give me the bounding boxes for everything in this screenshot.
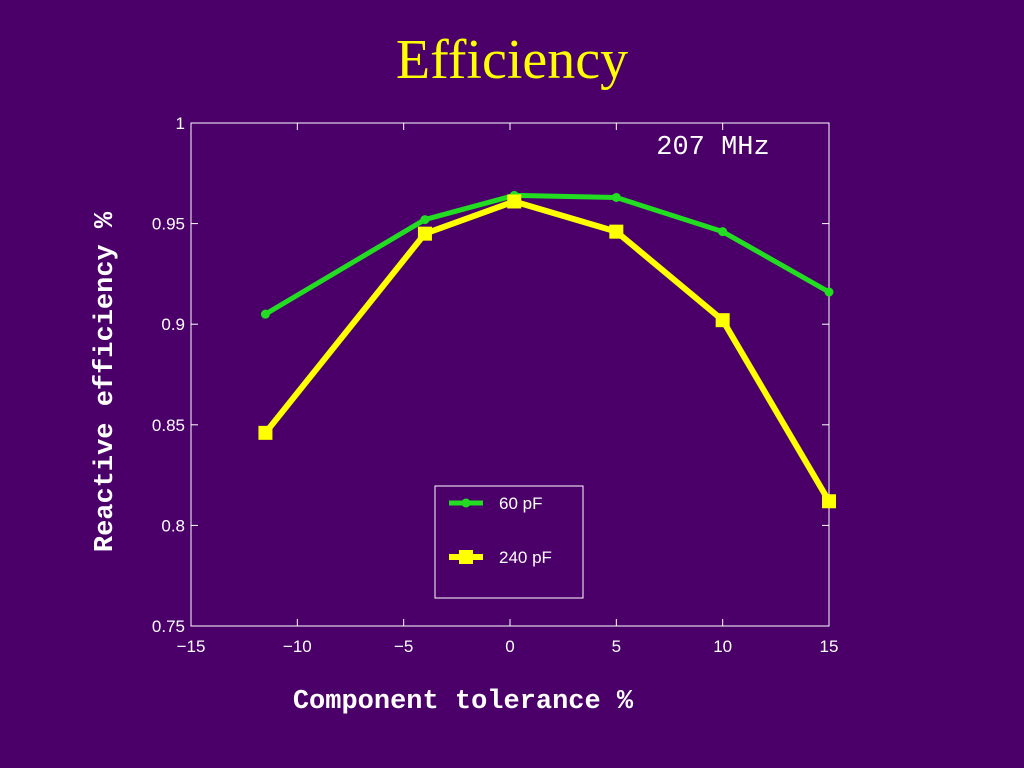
legend: 60 pF 240 pF — [434, 485, 584, 599]
legend-label-240pf: 240 pF — [499, 548, 552, 567]
y-tick-label: 0.85 — [152, 416, 185, 435]
point-240pf — [609, 224, 624, 239]
point-60pf — [260, 309, 270, 319]
point-240pf — [258, 425, 273, 440]
y-tick-label: 0.95 — [152, 215, 185, 234]
frequency-annotation: 207 MHz — [656, 133, 769, 163]
point-240pf — [822, 494, 836, 509]
y-tick-label: 0.9 — [161, 315, 185, 334]
x-tick-label: 15 — [820, 637, 839, 656]
x-tick-label: 5 — [612, 637, 621, 656]
x-tick-label: −10 — [283, 637, 312, 656]
slide-title: Efficiency — [395, 29, 629, 91]
point-60pf — [824, 287, 834, 297]
point-240pf — [715, 313, 730, 328]
y-tick-label: 0.75 — [152, 617, 185, 636]
y-axis-title: Reactive efficiency % — [91, 211, 121, 552]
x-tick-label: −5 — [394, 637, 413, 656]
legend-label-60pf: 60 pF — [499, 494, 542, 513]
legend-marker-240pf — [459, 550, 473, 564]
series-line-240pf — [263, 198, 832, 503]
point-60pf — [420, 215, 430, 225]
y-tick-label: 0.8 — [161, 516, 185, 535]
point-240pf — [507, 194, 522, 209]
point-240pf — [417, 226, 432, 241]
data-series — [258, 190, 836, 509]
x-tick-label: 0 — [505, 637, 514, 656]
x-axis-title: Component tolerance % — [293, 687, 634, 717]
x-tick-label: −15 — [177, 637, 206, 656]
point-60pf — [718, 227, 728, 237]
y-tick-label: 1 — [176, 114, 185, 133]
legend-marker-60pf — [461, 498, 471, 508]
series-line-60pf — [264, 192, 831, 317]
point-60pf — [611, 192, 621, 202]
x-tick-label: 10 — [713, 637, 732, 656]
axis-ticks: −15 −10 −5 0 5 10 15 0.75 0.8 0.85 0.9 0.95 1 — [152, 114, 839, 656]
